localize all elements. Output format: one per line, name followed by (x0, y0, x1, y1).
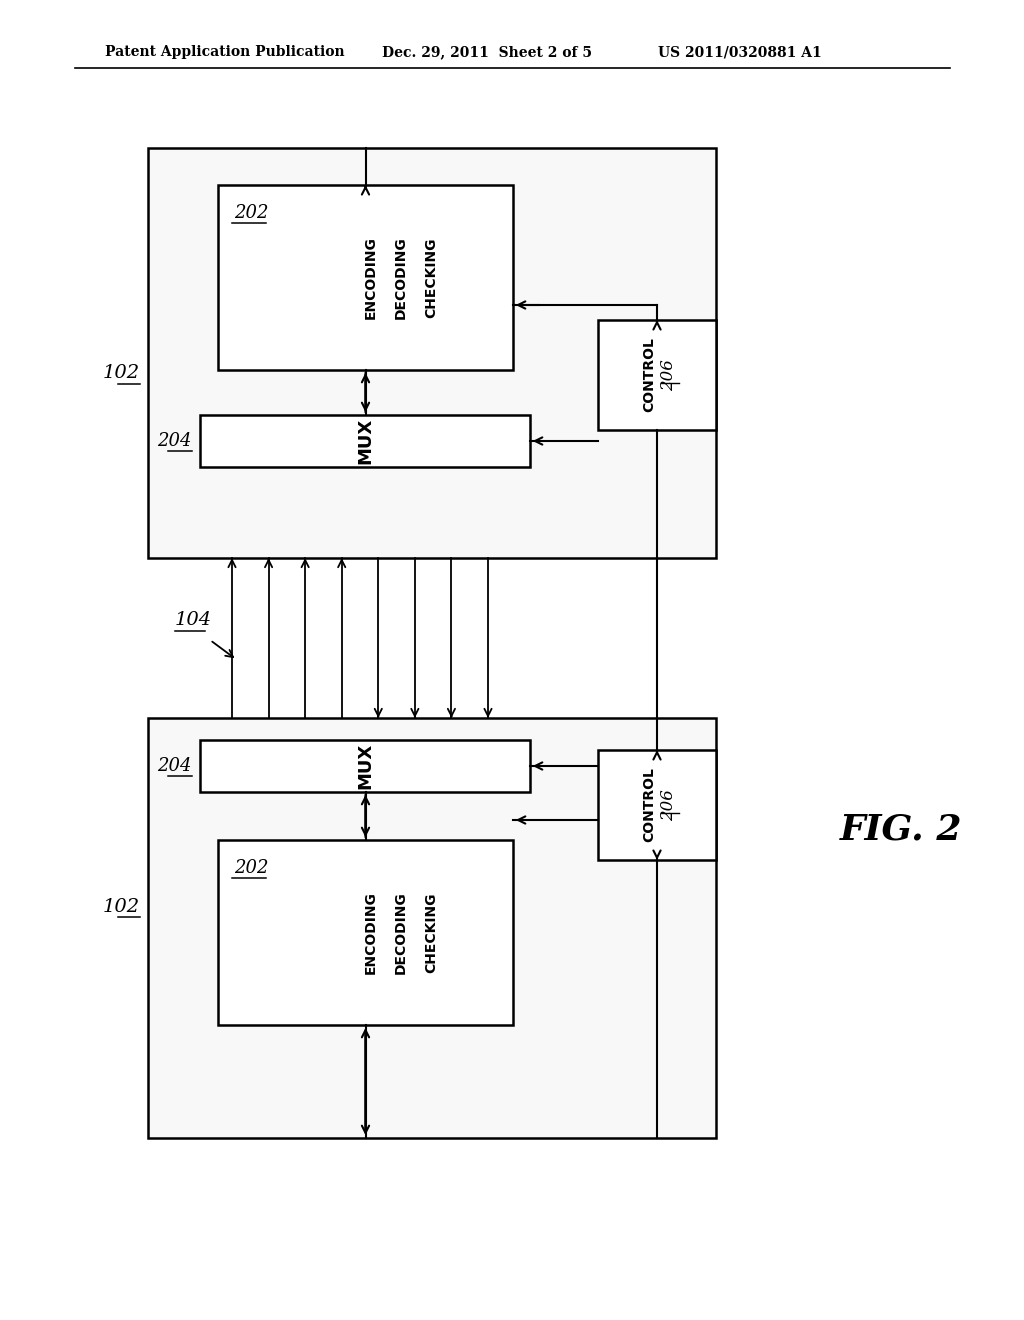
Text: US 2011/0320881 A1: US 2011/0320881 A1 (658, 45, 821, 59)
Text: CONTROL: CONTROL (642, 767, 656, 842)
Bar (598, 750, 716, 861)
Text: ENCODING: ENCODING (364, 236, 378, 319)
Bar (218, 840, 513, 1026)
Text: CONTROL: CONTROL (642, 338, 656, 412)
Text: 102: 102 (102, 898, 140, 916)
Text: 104: 104 (175, 611, 212, 630)
Text: 206: 206 (660, 359, 678, 391)
Text: 204: 204 (158, 432, 193, 450)
Text: CHECKING: CHECKING (424, 892, 438, 973)
Text: ENCODING: ENCODING (364, 891, 378, 974)
Text: CHECKING: CHECKING (424, 238, 438, 318)
Text: 102: 102 (102, 364, 140, 383)
Text: MUX: MUX (356, 418, 374, 465)
Text: 206: 206 (660, 789, 678, 821)
Bar (148, 718, 716, 1138)
Text: 204: 204 (158, 756, 193, 775)
Text: DECODING: DECODING (394, 891, 408, 974)
Bar (218, 185, 513, 370)
Bar (148, 148, 716, 558)
Text: 202: 202 (234, 205, 268, 222)
Text: Patent Application Publication: Patent Application Publication (105, 45, 345, 59)
Text: MUX: MUX (356, 743, 374, 789)
Bar (200, 741, 530, 792)
Bar (200, 414, 530, 467)
Bar (598, 319, 716, 430)
Text: DECODING: DECODING (394, 236, 408, 319)
Text: FIG. 2: FIG. 2 (840, 813, 963, 847)
Text: 202: 202 (234, 859, 268, 876)
Text: Dec. 29, 2011  Sheet 2 of 5: Dec. 29, 2011 Sheet 2 of 5 (382, 45, 592, 59)
